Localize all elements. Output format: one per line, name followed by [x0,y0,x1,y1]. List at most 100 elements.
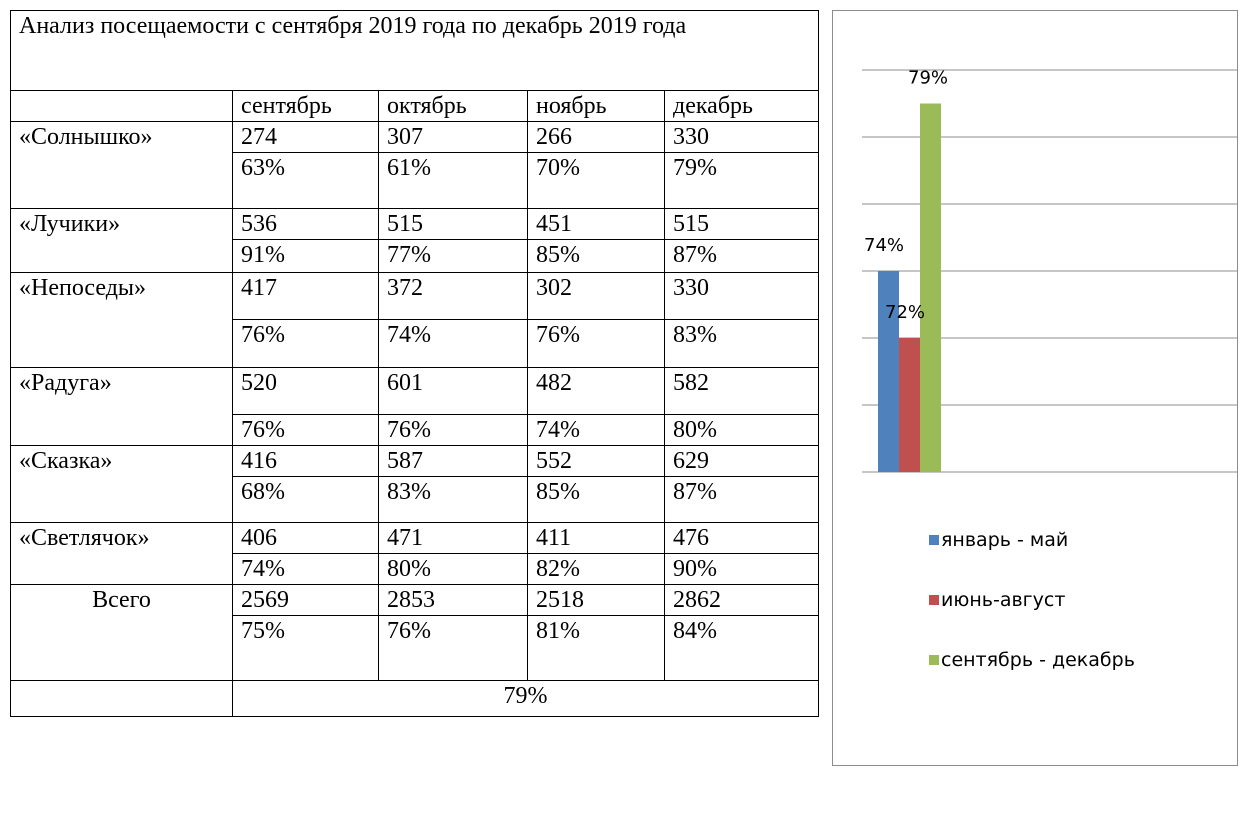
overall-empty-cell [10,680,233,717]
attendance-table: Анализ посещаемости с сентября 2019 года… [10,10,819,717]
count-cell: 629 [664,445,819,477]
header-month: сентябрь [232,90,379,122]
percent-cell: 68% [232,476,379,523]
percent-cell: 83% [378,476,528,523]
header-month: ноябрь [527,90,665,122]
percent-cell: 74% [527,414,665,446]
percent-cell: 90% [664,553,819,585]
data-label-3: 79% [908,68,948,89]
total-label: Всего [10,584,233,681]
table-title: Анализ посещаемости с сентября 2019 года… [10,10,819,91]
data-label-1: 74% [864,235,904,256]
legend-item: сентябрь - декабрь [929,646,1135,674]
bar-2 [899,338,920,472]
percent-cell: 76% [527,319,665,368]
group-name: «Лучики» [10,208,233,273]
percent-cell: 76% [232,319,379,368]
group-percent-row: 76% 76% 74% 80% [11,414,819,446]
count-cell: 471 [378,522,528,554]
percent-cell: 70% [527,152,665,209]
legend-swatch [929,595,939,605]
total-count-cell: 2862 [664,584,819,616]
total-count-cell: 2518 [527,584,665,616]
bar-3 [920,103,941,472]
legend-label: январь - май [941,529,1069,551]
group-percent-row: 68% 83% 85% 87% [11,476,819,523]
percent-cell: 83% [664,319,819,368]
percent-cell: 76% [232,414,379,446]
legend-swatch [929,655,939,665]
percent-cell: 82% [527,553,665,585]
percent-cell: 80% [664,414,819,446]
attendance-chart: 74% 72% 79% январь - май июнь-август сентябр… [832,10,1238,766]
percent-cell: 87% [664,476,819,523]
group-count-row: «Лучики» 536 515 451 515 [10,208,819,273]
count-cell: 482 [527,367,665,415]
percent-cell: 91% [232,239,379,273]
percent-cell: 61% [378,152,528,209]
count-cell: 520 [232,367,379,415]
header-corner [10,90,233,122]
legend-label: июнь-август [941,589,1066,611]
data-label-2: 72% [885,302,925,323]
header-month: октябрь [378,90,528,122]
percent-cell: 74% [232,553,379,585]
group-percent-row: 76% 74% 76% 83% [11,319,819,368]
group-count-row: «Светлячок» 406 471 411 476 [10,522,819,585]
chart-plot: 74% 72% 79% [862,68,1237,473]
legend-item: июнь-август [929,586,1135,614]
percent-cell: 74% [378,319,528,368]
total-count-cell: 2569 [232,584,379,616]
total-percent-cell: 81% [527,615,665,681]
count-cell: 476 [664,522,819,554]
group-name: «Солнышко» [10,121,233,209]
percent-cell: 85% [527,476,665,523]
count-cell: 307 [378,121,528,153]
count-cell: 274 [232,121,379,153]
percent-cell: 77% [378,239,528,273]
count-cell: 416 [232,445,379,477]
total-percent-cell: 76% [378,615,528,681]
count-cell: 266 [527,121,665,153]
count-cell: 515 [378,208,528,240]
count-cell: 601 [378,367,528,415]
header-row: сентябрь октябрь ноябрь декабрь [10,90,819,122]
group-name: «Светлячок» [10,522,233,585]
count-cell: 582 [664,367,819,415]
total-count-cell: 2853 [378,584,528,616]
percent-cell: 79% [664,152,819,209]
percent-cell: 80% [378,553,528,585]
percent-cell: 87% [664,239,819,273]
count-cell: 587 [378,445,528,477]
percent-cell: 63% [232,152,379,209]
count-cell: 451 [527,208,665,240]
count-cell: 330 [664,121,819,153]
group-count-row: «Сказка» 416 587 552 629 [10,445,819,523]
group-name: «Сказка» [10,445,233,523]
count-cell: 515 [664,208,819,240]
count-cell: 417 [232,272,379,320]
total-percent-row: 75% 76% 81% 84% [11,615,819,681]
total-count-row: Всего 2569 2853 2518 2862 [10,584,819,681]
group-name: «Непоседы» [10,272,233,368]
group-count-row: «Радуга» 520 601 482 582 [10,367,819,446]
count-cell: 536 [232,208,379,240]
total-percent-cell: 75% [232,615,379,681]
legend-label: сентябрь - декабрь [941,649,1135,671]
overall-value: 79% [232,680,819,717]
count-cell: 552 [527,445,665,477]
group-count-row: «Солнышко» 274 307 266 330 [10,121,819,209]
percent-cell: 76% [378,414,528,446]
percent-cell: 85% [527,239,665,273]
count-cell: 372 [378,272,528,320]
count-cell: 411 [527,522,665,554]
count-cell: 406 [232,522,379,554]
chart-legend: январь - май июнь-август сентябрь - декабр… [929,526,1135,706]
overall-row: 79% [10,680,819,717]
legend-swatch [929,535,939,545]
total-percent-cell: 84% [664,615,819,681]
group-name: «Радуга» [10,367,233,446]
count-cell: 330 [664,272,819,320]
group-percent-row: 74% 80% 82% 90% [11,553,819,585]
group-count-row: «Непоседы» 417 372 302 330 [10,272,819,368]
